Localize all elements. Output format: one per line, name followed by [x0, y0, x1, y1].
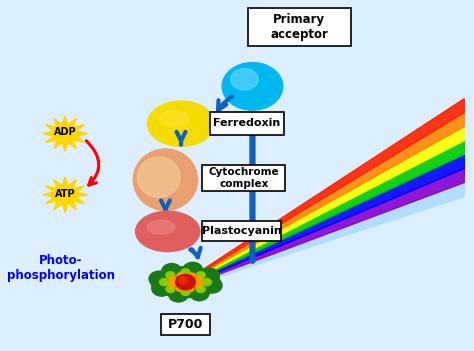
Circle shape	[202, 278, 222, 293]
Polygon shape	[190, 140, 465, 283]
Circle shape	[195, 282, 202, 288]
FancyBboxPatch shape	[202, 220, 281, 241]
Text: Plastocyanin: Plastocyanin	[201, 226, 282, 236]
Circle shape	[176, 286, 183, 291]
Polygon shape	[190, 154, 465, 284]
Polygon shape	[190, 127, 465, 282]
Circle shape	[190, 285, 209, 301]
Circle shape	[196, 286, 205, 292]
Text: Primary
acceptor: Primary acceptor	[270, 13, 328, 41]
Polygon shape	[190, 113, 465, 280]
Circle shape	[152, 281, 172, 296]
Ellipse shape	[147, 101, 215, 146]
Circle shape	[187, 286, 194, 291]
Circle shape	[188, 273, 195, 279]
FancyBboxPatch shape	[210, 112, 283, 134]
Circle shape	[231, 69, 258, 90]
Circle shape	[166, 286, 175, 292]
Circle shape	[166, 272, 175, 279]
Ellipse shape	[133, 149, 198, 211]
FancyBboxPatch shape	[202, 165, 285, 191]
Circle shape	[169, 276, 176, 282]
Circle shape	[160, 279, 169, 286]
Polygon shape	[43, 177, 87, 212]
Ellipse shape	[137, 157, 180, 198]
Circle shape	[169, 282, 176, 287]
Circle shape	[176, 274, 195, 290]
Polygon shape	[190, 183, 465, 286]
Text: Photo-
phosphorylation: Photo- phosphorylation	[7, 254, 115, 282]
Polygon shape	[43, 116, 87, 151]
Text: ATP: ATP	[55, 189, 75, 199]
FancyArrowPatch shape	[86, 141, 99, 185]
Circle shape	[169, 287, 188, 302]
Circle shape	[162, 264, 182, 279]
Polygon shape	[190, 99, 465, 279]
Circle shape	[177, 273, 184, 278]
Circle shape	[222, 62, 283, 110]
Circle shape	[196, 272, 205, 279]
Circle shape	[200, 268, 219, 284]
Circle shape	[195, 277, 202, 283]
Text: ADP: ADP	[54, 127, 76, 138]
Text: Cytochrome
complex: Cytochrome complex	[209, 167, 279, 189]
Text: P700: P700	[168, 318, 203, 331]
Ellipse shape	[151, 267, 220, 298]
Circle shape	[181, 289, 190, 296]
Circle shape	[181, 269, 190, 276]
Polygon shape	[190, 168, 465, 285]
Circle shape	[179, 277, 188, 284]
FancyBboxPatch shape	[161, 314, 210, 335]
Circle shape	[149, 271, 169, 286]
Circle shape	[183, 262, 202, 278]
Ellipse shape	[147, 220, 174, 234]
Ellipse shape	[136, 211, 200, 252]
Ellipse shape	[159, 111, 190, 126]
Text: Ferredoxin: Ferredoxin	[213, 118, 281, 128]
FancyBboxPatch shape	[248, 8, 351, 46]
Circle shape	[202, 279, 211, 286]
